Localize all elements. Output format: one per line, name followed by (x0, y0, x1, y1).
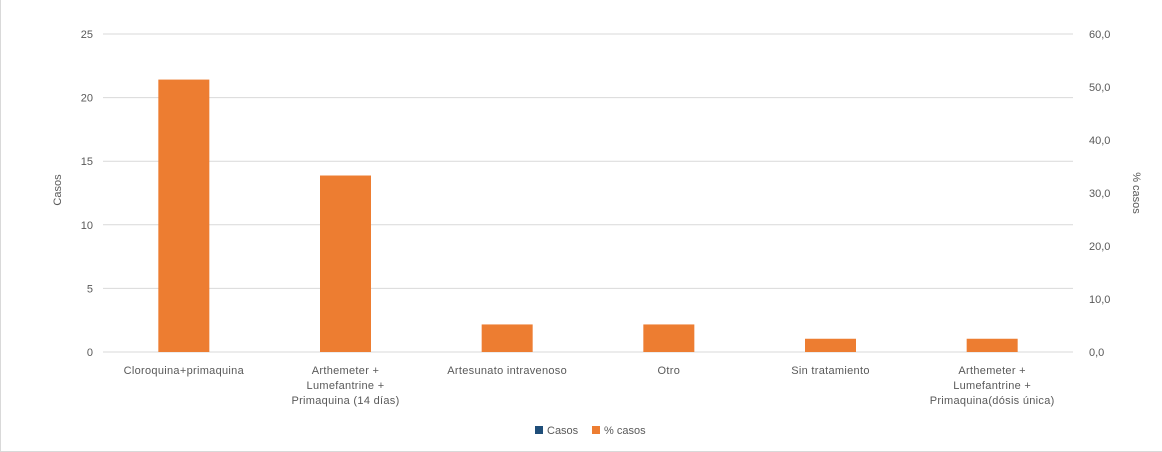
legend-label: % casos (604, 425, 646, 437)
y-tick-label: 15 (81, 156, 93, 168)
legend-label: Casos (547, 425, 579, 437)
y-axis-right-label: % casos (1130, 172, 1142, 214)
bar-pct-casos (643, 324, 695, 352)
y-tick-label: 5 (87, 283, 93, 295)
x-category-label: Arthemeter + Lumefantrine + Primaquina(dós… (930, 365, 1055, 407)
y2-tick-label: 50,0 (1089, 82, 1110, 94)
y-axis-left-ticks: 0 5 10 15 20 25 (81, 29, 93, 359)
x-category-label: Arthemeter + Lumefantrine + Primaquina (14… (291, 365, 399, 407)
y-axis-left-label: Casos (52, 174, 64, 206)
bar-pct-casos (320, 175, 371, 352)
y2-tick-label: 0,0 (1089, 347, 1104, 359)
y2-tick-label: 60,0 (1089, 29, 1110, 41)
y-tick-label: 25 (81, 29, 93, 41)
y2-tick-label: 30,0 (1089, 188, 1110, 200)
x-category-label: Sin tratamiento (791, 365, 869, 377)
y-tick-label: 0 (87, 347, 93, 359)
bar-pct-casos (966, 338, 1018, 352)
bars (158, 79, 1018, 352)
y2-tick-label: 20,0 (1089, 241, 1110, 253)
legend: Casos % casos (535, 425, 646, 437)
gridlines (103, 33, 1073, 353)
x-axis-labels: Cloroquina+primaquina Arthemeter + Lumefan… (124, 365, 1055, 407)
bar-pct-casos (481, 324, 533, 352)
x-category-label: Artesunato intravenoso (447, 365, 567, 377)
y-tick-label: 10 (81, 220, 93, 232)
legend-swatch (592, 426, 600, 434)
bar-pct-casos (158, 79, 210, 352)
legend-swatch (535, 426, 543, 434)
bar-pct-casos (805, 338, 856, 352)
y2-tick-label: 40,0 (1089, 135, 1110, 147)
y2-tick-label: 10,0 (1089, 294, 1110, 306)
x-category-label: Cloroquina+primaquina (124, 365, 245, 377)
y-tick-label: 20 (81, 93, 93, 105)
y-axis-right-ticks: 0,0 10,0 20,0 30,0 40,0 50,0 60,0 (1089, 29, 1110, 359)
x-category-label: Otro (658, 365, 681, 377)
